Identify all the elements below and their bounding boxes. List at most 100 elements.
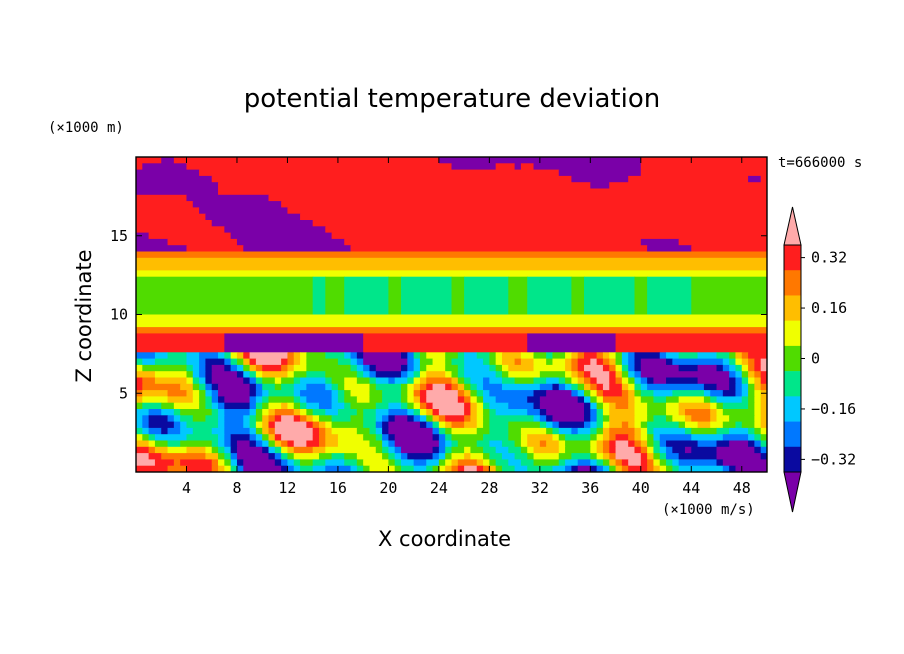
heatmap-cell	[407, 364, 415, 372]
heatmap-cell	[615, 333, 767, 341]
heatmap-cell	[407, 377, 415, 385]
heatmap-cell	[647, 434, 655, 442]
heatmap-cell	[602, 453, 610, 460]
heatmap-cell	[722, 402, 749, 410]
heatmap-cell	[634, 295, 648, 303]
heatmap-cell	[180, 459, 213, 467]
heatmap-cell	[571, 308, 585, 316]
heatmap-cell	[268, 402, 282, 410]
heatmap-cell	[552, 421, 560, 429]
heatmap-cell	[438, 465, 446, 472]
heatmap-cell	[508, 446, 522, 454]
heatmap-cell	[451, 301, 465, 309]
heatmap-cell	[520, 446, 528, 454]
heatmap-cell	[243, 358, 251, 366]
heatmap-cell	[218, 415, 225, 423]
heatmap-cell	[476, 415, 484, 423]
heatmap-cell	[382, 415, 389, 423]
heatmap-cell	[432, 415, 440, 423]
heatmap-cell	[558, 446, 566, 454]
heatmap-cell	[388, 409, 408, 416]
heatmap-cell	[647, 289, 692, 297]
heatmap-cell	[577, 396, 585, 404]
heatmap-cell	[735, 364, 743, 372]
heatmap-cell	[407, 358, 415, 366]
heatmap-cell	[666, 358, 673, 366]
heatmap-cell	[262, 402, 270, 410]
heatmap-cell	[451, 421, 465, 429]
heatmap-cell	[293, 440, 307, 448]
heatmap-cell	[407, 390, 415, 397]
heatmap-cell	[445, 364, 459, 372]
heatmap-cell	[729, 465, 737, 472]
heatmap-cell	[527, 346, 617, 353]
heatmap-cell	[760, 383, 767, 391]
heatmap-cell	[268, 421, 276, 429]
heatmap-cell	[754, 434, 762, 442]
heatmap-cell	[451, 427, 478, 435]
heatmap-cell	[136, 163, 143, 171]
heatmap-cell	[609, 415, 636, 423]
heatmap-cell	[426, 459, 440, 467]
heatmap-cell	[691, 289, 767, 297]
heatmap-cell	[615, 402, 629, 410]
heatmap-cell	[325, 371, 358, 379]
heatmap-cell	[476, 459, 484, 467]
heatmap-cell	[735, 377, 743, 385]
heatmap-cell	[716, 383, 730, 391]
heatmap-cell	[356, 409, 364, 416]
heatmap-cell	[142, 377, 156, 385]
heatmap-cell	[205, 446, 213, 454]
heatmap-cell	[167, 352, 188, 360]
heatmap-cell	[697, 364, 718, 372]
heatmap-cell	[243, 465, 282, 472]
heatmap-cell	[590, 371, 610, 379]
heatmap-cell	[741, 396, 749, 404]
heatmap-cell	[647, 440, 655, 448]
heatmap-cell	[199, 352, 219, 360]
heatmap-cell	[748, 440, 755, 448]
heatmap-cell	[136, 333, 225, 341]
heatmap-cell	[325, 352, 345, 360]
heatmap-cell	[306, 421, 314, 429]
heatmap-cell	[508, 459, 522, 467]
heatmap-cell	[628, 175, 749, 183]
heatmap-cell	[230, 352, 238, 360]
heatmap-cell	[508, 402, 535, 410]
heatmap-cell	[413, 383, 421, 391]
heatmap-cell	[325, 295, 345, 303]
heatmap-cell	[602, 358, 610, 366]
heatmap-cell	[230, 434, 251, 442]
heatmap-cell	[457, 383, 465, 391]
heatmap-cell	[350, 390, 371, 397]
heatmap-cell	[729, 364, 737, 372]
heatmap-cell	[136, 346, 225, 353]
heatmap-cell	[451, 459, 459, 467]
heatmap-cell	[426, 383, 434, 391]
heatmap-cell	[224, 339, 364, 347]
heatmap-cell	[199, 207, 289, 215]
heatmap-cell	[363, 409, 377, 416]
heatmap-cell	[464, 283, 509, 290]
heatmap-cell	[306, 383, 326, 391]
heatmap-cell	[218, 402, 225, 410]
heatmap-cell	[647, 453, 655, 460]
heatmap-cell	[621, 371, 629, 379]
heatmap-cell	[306, 358, 339, 366]
heatmap-cell	[584, 276, 636, 284]
heatmap-cell	[136, 314, 767, 322]
heatmap-cell	[211, 390, 219, 397]
heatmap-cell	[577, 358, 591, 366]
heatmap-cell	[438, 421, 446, 429]
heatmap-cell	[218, 434, 225, 442]
heatmap-cell	[318, 440, 326, 448]
heatmap-cell	[136, 226, 225, 234]
heatmap-cell	[142, 396, 169, 404]
heatmap-cell	[300, 396, 307, 404]
heatmap-cell	[236, 459, 244, 467]
heatmap-cell	[615, 459, 623, 467]
heatmap-cell	[363, 358, 408, 366]
heatmap-cell	[136, 264, 767, 271]
heatmap-cell	[634, 396, 642, 404]
heatmap-cell	[483, 453, 490, 460]
